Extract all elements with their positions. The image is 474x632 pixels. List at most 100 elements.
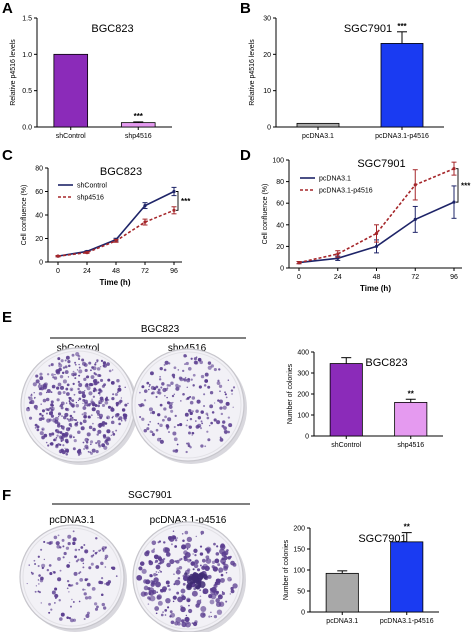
plate-f1-colony bbox=[175, 559, 180, 564]
plate-f1-colony bbox=[189, 559, 192, 562]
plate-f0-colony bbox=[34, 563, 37, 565]
plate-f0-colony bbox=[37, 555, 40, 558]
plate-e0-colony bbox=[35, 379, 40, 384]
plate-e0-colony bbox=[124, 386, 126, 388]
plate-f1-colony bbox=[184, 530, 189, 535]
plate-e1-colony bbox=[175, 386, 180, 391]
plate-f0-colony bbox=[95, 565, 100, 569]
plate-e1-colony bbox=[213, 367, 217, 372]
plate-f1-colony bbox=[194, 554, 197, 557]
plate-e0-colony bbox=[33, 392, 35, 394]
plate-e0-colony bbox=[64, 447, 66, 450]
plate-f0-colony bbox=[72, 600, 75, 603]
plate-e0-colony bbox=[38, 391, 43, 396]
plate-f1-colony bbox=[155, 559, 159, 563]
plate-e0-colony bbox=[74, 361, 77, 364]
plate-f1-colony bbox=[167, 584, 170, 588]
plate-e0-colony bbox=[102, 361, 107, 365]
plate-e0-colony bbox=[83, 448, 85, 450]
chart-d-y-tick-label: 0 bbox=[280, 266, 284, 273]
plate-e0-colony bbox=[97, 429, 102, 434]
chart-a-category-label: shp4516 bbox=[125, 133, 152, 140]
plate-e1-colony bbox=[207, 365, 212, 370]
plate-e0-colony bbox=[111, 431, 114, 434]
plate-f1-colony bbox=[148, 560, 154, 566]
chart-e-y-tick-label: 300 bbox=[297, 371, 309, 378]
plate-f1-colony bbox=[227, 576, 232, 582]
plate-f0-colony bbox=[83, 592, 87, 596]
plate-e0-colony bbox=[50, 400, 54, 404]
plate-f1-colony bbox=[153, 573, 157, 577]
plate-e0-colony bbox=[111, 416, 114, 419]
plate-f0-colony bbox=[104, 554, 109, 559]
plate-f0-colony bbox=[56, 544, 61, 549]
chart-b-bar bbox=[296, 122, 340, 128]
plate-f1-colony bbox=[147, 603, 150, 605]
plate-e0-colony bbox=[122, 413, 127, 417]
chart-c-x-axis-label: Time (h) bbox=[100, 278, 131, 287]
plate-f0-colony bbox=[66, 616, 69, 619]
plate-e0-colony bbox=[60, 406, 64, 410]
plate-e1-colony bbox=[199, 360, 204, 365]
chart-d-y-tick-label: 80 bbox=[276, 179, 284, 186]
plate-e1-colony bbox=[175, 383, 179, 388]
plate-e0-colony bbox=[32, 382, 37, 387]
plate-e0-colony bbox=[94, 373, 98, 376]
plate-e0-colony bbox=[48, 411, 53, 416]
plate-f0-colony bbox=[72, 537, 77, 542]
plate-f1-colony bbox=[147, 596, 151, 600]
plate-f0-colony bbox=[69, 584, 73, 587]
plate-f1-colony bbox=[172, 595, 177, 600]
plate-e1-colony bbox=[168, 431, 170, 433]
plate-e0-colony bbox=[84, 390, 86, 392]
plate-e1-colony bbox=[150, 385, 155, 390]
plate-f1-colony bbox=[199, 564, 202, 567]
plate-f1-colony bbox=[217, 594, 223, 600]
plate-f1-colony bbox=[163, 541, 166, 544]
plate-f1-colony-cluster bbox=[186, 584, 192, 591]
plate-e0-colony bbox=[45, 412, 48, 415]
plate-f1-colony bbox=[211, 565, 215, 569]
plate-e0-colony bbox=[96, 367, 101, 371]
plate-e0-colony bbox=[43, 433, 48, 438]
plate-f1-colony bbox=[172, 530, 175, 533]
chart-c-point bbox=[56, 254, 60, 258]
chart-e-bar bbox=[329, 363, 363, 437]
plate-f0-colony bbox=[83, 617, 86, 621]
colony-plate-shp4516 bbox=[131, 348, 247, 464]
plate-e0-colony bbox=[91, 407, 96, 412]
plate-e0-colony bbox=[72, 447, 76, 451]
plate-f0-colony bbox=[94, 607, 99, 611]
plate-f0-colony bbox=[59, 569, 62, 572]
chart-a-y-tick-label: 0.5 bbox=[22, 88, 32, 95]
plate-e1-colony bbox=[176, 443, 179, 446]
plate-e1-colony bbox=[195, 420, 197, 422]
plate-f1-colony bbox=[165, 597, 171, 604]
plate-e0-colony bbox=[97, 404, 100, 408]
plate-f1-colony bbox=[199, 595, 202, 598]
plate-e0-colony bbox=[55, 436, 58, 439]
chart-c-point bbox=[85, 251, 89, 255]
plate-e0-colony bbox=[78, 369, 83, 374]
plate-e1-colony bbox=[159, 367, 163, 371]
chart-b-category-label: pcDNA3.1 bbox=[302, 133, 334, 140]
plate-e0-colony bbox=[99, 416, 103, 420]
plate-e0-colony bbox=[53, 376, 58, 380]
plate-f1-colony bbox=[210, 611, 212, 614]
plate-e0-colony bbox=[107, 378, 111, 382]
plate-f0-colony bbox=[46, 568, 50, 572]
plate-e1-colony bbox=[186, 397, 190, 400]
plate-e0-colony bbox=[66, 383, 70, 387]
plate-e1-colony bbox=[224, 391, 226, 393]
plate-e0-colony bbox=[28, 416, 33, 420]
plate-e0-colony bbox=[65, 387, 69, 391]
plate-e0-colony bbox=[76, 369, 79, 371]
plate-f1-colony bbox=[225, 571, 228, 574]
plate-e1-colony bbox=[213, 418, 217, 422]
plate-e1-colony bbox=[161, 382, 165, 386]
plate-e0-colony bbox=[85, 382, 89, 386]
plate-f1-colony-cluster bbox=[193, 576, 198, 582]
plate-e1-colony bbox=[180, 400, 182, 402]
plate-e1-colony bbox=[216, 420, 221, 425]
